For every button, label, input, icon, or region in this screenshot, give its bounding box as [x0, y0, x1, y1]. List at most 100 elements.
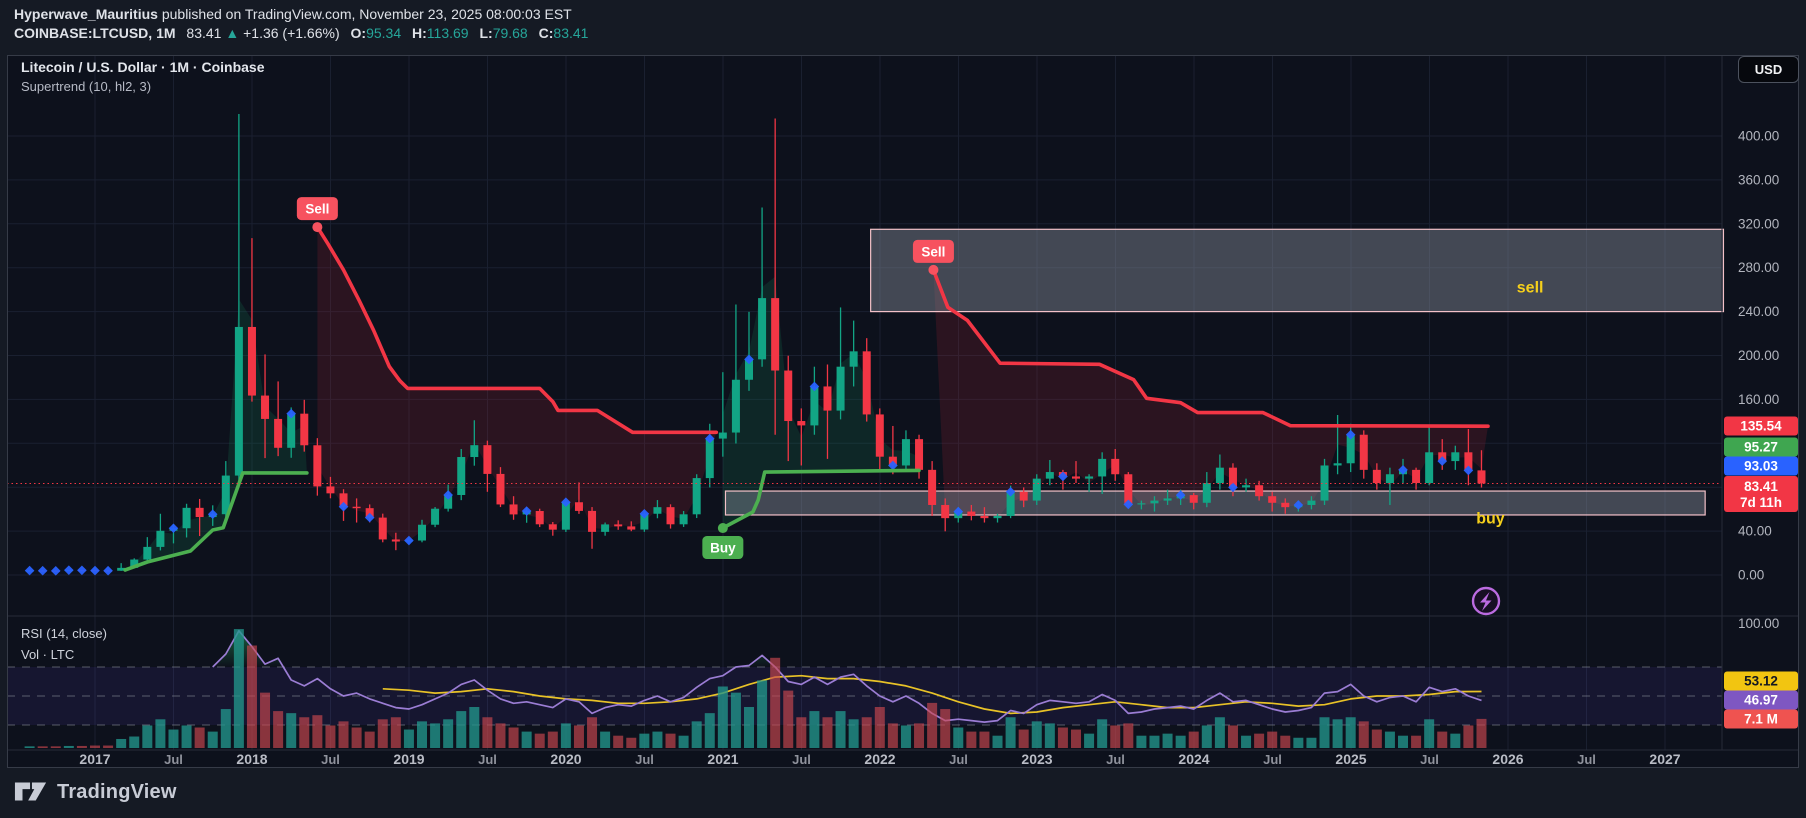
open-label: O:: [350, 25, 367, 41]
lightning-icon[interactable]: [1471, 586, 1501, 616]
chart-pane[interactable]: sell buy Sell Buy Sell 400.00 360.00 320.00 280.…: [7, 55, 1799, 768]
volume-bar: [443, 719, 454, 748]
candle: [745, 359, 753, 380]
supertrend-up-line: [720, 468, 921, 530]
time-tick-jul: Jul: [635, 752, 654, 767]
buy-signal-label: [702, 536, 744, 560]
candle: [601, 524, 610, 532]
volume-bar: [573, 725, 584, 748]
volume-bar: [168, 729, 179, 748]
candle: [1372, 469, 1381, 484]
volume-bar: [848, 719, 859, 748]
candle: [234, 326, 243, 476]
volume-bar: [142, 725, 153, 748]
svg-text:93.03: 93.03: [1744, 459, 1778, 474]
svg-text:46.97: 46.97: [1744, 693, 1778, 708]
volume-bar: [1254, 733, 1265, 748]
volume-bar: [1358, 721, 1369, 748]
candle: [784, 370, 793, 422]
candle: [1085, 476, 1094, 479]
candle: [1307, 500, 1316, 505]
chart-legend-indicator[interactable]: Supertrend (10, hl2, 3): [21, 79, 152, 94]
volume-bar: [547, 731, 558, 748]
svg-text:Sell: Sell: [921, 244, 945, 259]
candle: [915, 439, 924, 470]
svg-text:7.1 M: 7.1 M: [1744, 712, 1778, 727]
volume-bar: [1384, 731, 1395, 748]
vol-legend-title[interactable]: Vol · LTC: [21, 647, 75, 662]
high-label: H:: [412, 25, 427, 41]
symbol-status-line: COINBASE:LTCUSD, 1M 83.41 ▲ +1.36 (+1.66…: [14, 24, 588, 43]
time-tick-jul: Jul: [1263, 752, 1282, 767]
buy-zone-label: buy: [1476, 510, 1505, 527]
candle: [1464, 452, 1473, 471]
candle: [221, 475, 230, 515]
time-tick-jul: Jul: [792, 752, 811, 767]
volume-bar: [1241, 735, 1252, 748]
currency-toggle-button[interactable]: USD: [1738, 56, 1799, 83]
price-tick-label: 400.00: [1738, 129, 1779, 144]
volume-bar: [233, 629, 244, 748]
volume-bar: [351, 727, 362, 748]
chart-legend-title[interactable]: Litecoin / U.S. Dollar · 1M · Coinbase: [21, 59, 265, 75]
volume-bar: [299, 717, 310, 748]
rsi-legend-title[interactable]: RSI (14, close): [21, 626, 107, 641]
volume-bar: [1162, 733, 1173, 748]
candle: [1032, 478, 1041, 501]
volume-bar: [1044, 723, 1055, 748]
candle: [967, 511, 976, 516]
volume-bar: [1437, 731, 1448, 748]
volume-bar: [207, 731, 218, 748]
volume-bar: [835, 711, 846, 748]
tradingview-wordmark[interactable]: TradingView: [57, 780, 177, 803]
time-axis[interactable]: 2017 Jul 2018 Jul 2019 Jul 2020 Jul 2021 Jul 2022 J…: [79, 751, 1680, 767]
time-tick-year: 2020: [550, 751, 581, 767]
volume-bar: [874, 707, 885, 748]
candle: [928, 469, 937, 505]
time-tick-year: 2019: [393, 751, 424, 767]
candle: [1150, 500, 1159, 504]
supertrend-lines: [123, 225, 1490, 572]
candle: [156, 530, 165, 547]
price-tick-label: 360.00: [1738, 172, 1779, 187]
volume-bar: [76, 745, 87, 748]
close-value: 83.41: [553, 25, 589, 41]
volume-bar: [1319, 717, 1330, 748]
candle: [1111, 458, 1120, 475]
price-tick-label: 160.00: [1738, 392, 1779, 407]
volume-bar: [665, 733, 676, 748]
volume-bar: [953, 727, 964, 748]
volume-bar: [364, 731, 375, 748]
supertrend-up-line: [123, 471, 309, 572]
tradingview-logo-icon[interactable]: [14, 779, 48, 805]
time-tick-jul: Jul: [1420, 752, 1439, 767]
volume-bar: [181, 725, 192, 748]
time-tick-year: 2027: [1649, 751, 1680, 767]
volume-bar: [1110, 725, 1121, 748]
price-change: +1.36 (+1.66%): [243, 25, 340, 41]
volume-bar: [534, 733, 545, 748]
time-tick-year: 2021: [707, 751, 738, 767]
candle: [875, 414, 884, 457]
volume-bar: [37, 746, 48, 748]
candle: [666, 507, 675, 525]
candle: [509, 504, 518, 515]
volume-bar: [103, 745, 114, 748]
volume-bar: [456, 711, 467, 748]
grid-lines: [7, 55, 1722, 750]
footer-bar: TradingView: [14, 779, 177, 805]
price-axis[interactable]: 400.00 360.00 320.00 280.00 240.00 200.00 160.…: [1724, 129, 1798, 729]
sell-zone-box: [870, 228, 1725, 313]
chart-canvas[interactable]: sell buy Sell Buy Sell 400.00 360.00 320.00 280.…: [7, 55, 1799, 768]
volume-bar: [1071, 729, 1081, 748]
volume-bar: [587, 717, 598, 748]
time-tick-jul: Jul: [1577, 752, 1596, 767]
volume-bar: [338, 721, 349, 748]
volume-bar: [1345, 717, 1356, 748]
volume-bar: [403, 729, 414, 748]
rsi-tick-label: 100.00: [1738, 616, 1779, 631]
rsi-volume-pane: [7, 629, 1722, 726]
volume-bar: [1188, 731, 1199, 748]
volume-bar: [600, 731, 611, 748]
